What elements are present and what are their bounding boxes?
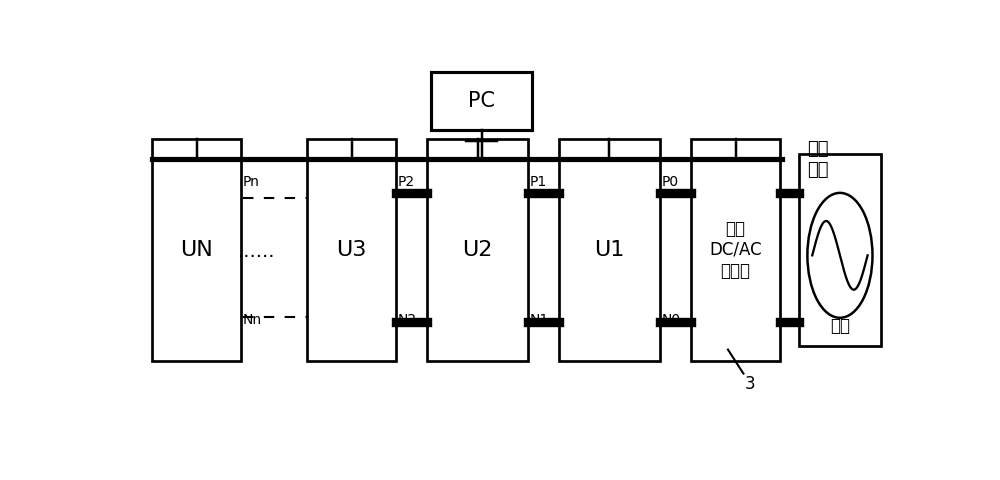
Text: U2: U2 [462, 240, 493, 260]
Text: PC: PC [468, 91, 495, 111]
Bar [307, 139, 396, 360]
Bar [427, 139, 528, 360]
Text: P2: P2 [398, 175, 415, 189]
Text: ......: ...... [238, 242, 276, 261]
Text: U1: U1 [594, 240, 625, 260]
Text: 通信
总线: 通信 总线 [807, 140, 828, 179]
Text: P0: P0 [661, 175, 678, 189]
Bar [152, 139, 241, 360]
Ellipse shape [807, 193, 872, 318]
Text: N2: N2 [398, 313, 417, 327]
Text: 双向
DC/AC
变流器: 双向 DC/AC 变流器 [709, 220, 762, 279]
Text: P1: P1 [530, 175, 547, 189]
Text: Pn: Pn [243, 175, 260, 189]
Text: 3: 3 [745, 375, 756, 394]
Text: U3: U3 [336, 240, 367, 260]
Text: UN: UN [180, 240, 213, 260]
Bar [691, 139, 780, 360]
Bar [431, 72, 532, 130]
Text: 电网: 电网 [830, 317, 850, 335]
Text: N1: N1 [530, 313, 549, 327]
Bar [799, 154, 881, 346]
Bar [559, 139, 660, 360]
Text: Nn: Nn [243, 313, 262, 327]
Text: N0: N0 [661, 313, 680, 327]
